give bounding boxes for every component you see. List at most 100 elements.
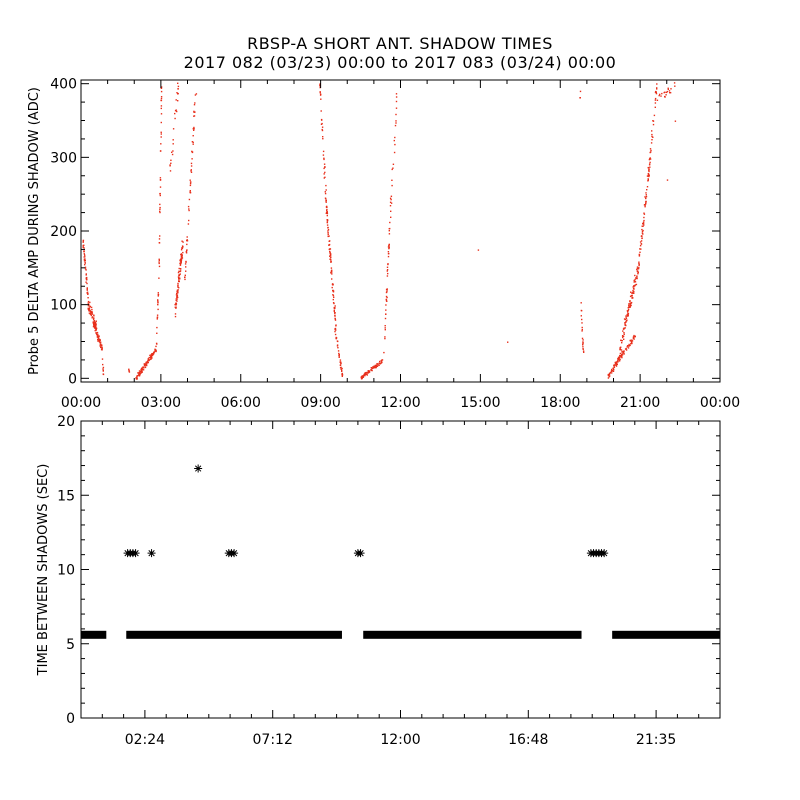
shadow-amp-point: [142, 369, 145, 371]
shadow-amp-point: [160, 96, 163, 98]
shadow-amp-point: [332, 291, 335, 293]
shadow-amp-point: [87, 293, 89, 295]
shadow-amp-point: [90, 306, 93, 309]
shadow-amp-point: [100, 348, 103, 351]
shadow-amp-point: [582, 343, 584, 345]
shadow-amp-point: [360, 378, 363, 380]
shadow-amp-point: [160, 99, 163, 102]
shadow-amp-point: [664, 91, 666, 93]
shadow-amp-point: [373, 366, 376, 368]
top-y-tick-label: 0: [68, 371, 77, 387]
shadow-amp-point: [87, 300, 90, 303]
shadow-amp-point: [323, 163, 326, 165]
shadow-amp-point: [622, 350, 624, 353]
shadow-amp-point: [185, 270, 187, 272]
shadow-amp-point: [93, 326, 96, 328]
shadow-amp-point: [376, 363, 379, 365]
shadow-amp-point: [639, 251, 641, 253]
shadow-amp-point: [86, 278, 88, 281]
shadow-amp-point: [645, 201, 647, 203]
shadow-amp-point: [384, 325, 386, 327]
shadow-amp-point: [158, 259, 160, 261]
shadow-amp-point: [654, 106, 656, 108]
shadow-amp-point: [192, 135, 194, 137]
shadow-amp-point: [643, 219, 645, 222]
shadow-amp-point: [642, 222, 644, 225]
shadow-amp-point: [391, 168, 393, 171]
shadow-amp-point: [365, 371, 368, 374]
shadow-amp-point: [665, 91, 668, 94]
shadow-amp-point: [151, 357, 153, 359]
shadow-amp-point: [152, 352, 155, 354]
shadow-amp-point: [158, 258, 160, 260]
shadow-amp-point: [373, 365, 376, 367]
shadow-amp-point: [638, 261, 640, 263]
shadow-amp-point: [388, 230, 390, 232]
shadow-amp-point: [641, 230, 644, 233]
shadow-amp-point: [334, 333, 337, 336]
shadow-amp-point: [190, 171, 193, 173]
shadow-amp-point: [180, 260, 182, 262]
shadow-amp-point: [649, 157, 651, 159]
shadow-amp-point: [100, 344, 102, 346]
shadow-amp-point: [91, 308, 93, 311]
shadow-amp-point: [332, 294, 334, 296]
shadow-amp-point: [331, 271, 333, 273]
shadow-amp-point: [361, 377, 363, 379]
shadow-amp-point: [158, 262, 160, 265]
shadow-amp-point: [88, 309, 91, 311]
shadow-amp-point: [319, 92, 321, 94]
shadow-amp-point: [582, 339, 584, 341]
shadow-amp-point: [644, 204, 646, 206]
shadow-amp-point: [179, 278, 181, 280]
shadow-amp-point: [99, 345, 101, 347]
shadow-amp-point: [85, 278, 88, 280]
shadow-amp-point: [138, 370, 141, 372]
shadow-amp-point: [319, 84, 321, 86]
shadow-amp-point: [160, 131, 162, 133]
shadow-amp-point: [632, 337, 635, 339]
shadow-amp-point: [620, 339, 622, 341]
shadow-amp-point: [83, 251, 85, 253]
shadow-amp-point: [180, 258, 183, 261]
shadow-amp-point: [386, 269, 389, 271]
shadow-amp-point: [140, 371, 143, 373]
shadow-amp-point: [626, 314, 629, 316]
shadow-amp-point: [177, 82, 179, 84]
shadow-amp-point: [622, 330, 624, 332]
shadow-amp-point: [85, 277, 87, 279]
shadow-amp-point: [189, 182, 192, 185]
shadow-amp-point: [631, 342, 633, 345]
shadow-amp-point: [83, 253, 85, 255]
shadow-amp-point: [614, 362, 617, 365]
shadow-amp-point: [170, 162, 172, 164]
shadow-amp-point: [156, 317, 159, 319]
shadow-amp-point: [150, 356, 153, 358]
shadow-amp-point: [144, 366, 147, 369]
shadow-amp-point: [96, 333, 98, 335]
shadow-amp-point: [89, 305, 91, 308]
shadow-amp-point: [635, 277, 637, 279]
shadow-amp-point: [325, 189, 327, 191]
shadow-amp-point: [139, 372, 141, 375]
shadow-amp-point: [673, 82, 676, 84]
top-x-tick-label: 09:00: [300, 395, 340, 411]
shadow-amp-point: [339, 361, 342, 363]
shadow-amp-point: [172, 128, 175, 130]
shadow-amp-point: [88, 307, 90, 310]
shadow-amp-point: [608, 373, 610, 376]
shadow-amp-point: [139, 374, 141, 376]
shadow-amp-point: [627, 308, 630, 311]
shadow-amp-point: [159, 150, 162, 152]
shadow-amp-point: [387, 263, 389, 266]
shadow-amp-point: [171, 151, 173, 153]
shadow-amp-point: [621, 340, 623, 342]
shadow-amp-point: [582, 341, 584, 343]
shadow-amp-point: [674, 120, 677, 122]
shadow-amp-point: [143, 367, 145, 369]
shadow-amp-point: [137, 372, 139, 374]
shadow-amp-point: [629, 344, 631, 347]
shadow-amp-point: [630, 343, 632, 345]
shadow-amp-point: [630, 295, 633, 297]
top-x-tick-label: 03:00: [141, 395, 181, 411]
